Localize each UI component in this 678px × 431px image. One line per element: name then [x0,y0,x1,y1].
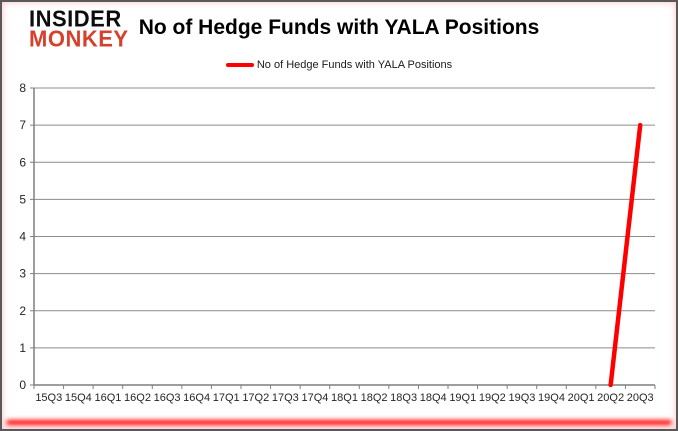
series-line [608,122,643,388]
y-tick-label: 8 [19,81,26,95]
x-tick-label: 19Q2 [479,392,506,404]
x-tick-label: 16Q3 [154,392,181,404]
x-tick-label: 17Q2 [242,392,269,404]
chart-title: No of Hedge Funds with YALA Positions [138,16,540,39]
x-tick-label: 20Q2 [597,392,624,404]
insider-monkey-logo: INSIDER MONKEY [29,5,129,53]
y-tick-label: 2 [19,304,26,318]
y-tick-label: 3 [19,267,26,281]
bottom-red-glow [6,420,672,425]
x-tick-label: 19Q3 [508,392,535,404]
x-tick-label: 17Q1 [213,392,240,404]
legend-label: No of Hedge Funds with YALA Positions [256,59,453,71]
x-tick-label: 16Q2 [124,392,151,404]
x-tick-label: 15Q3 [35,392,62,404]
x-tick-label: 15Q4 [65,392,92,404]
x-tick-label: 17Q4 [301,392,328,404]
y-tick-label: 7 [19,118,26,132]
x-tick-label: 16Q1 [94,392,121,404]
x-tick-label: 19Q4 [538,392,565,404]
y-tick-label: 4 [19,230,26,244]
x-tick-label: 20Q1 [568,392,595,404]
legend-line-swatch [225,63,254,67]
logo-text-monkey: MONKEY [29,25,129,53]
x-tick-label: 20Q3 [627,392,654,404]
x-tick-label: 18Q1 [331,392,358,404]
y-tick-label: 0 [19,378,26,392]
x-tick-label: 16Q4 [183,392,210,404]
y-tick-label: 1 [19,341,26,355]
x-tick-label: 18Q3 [390,392,417,404]
x-tick-label: 18Q2 [361,392,388,404]
y-tick-label: 6 [19,155,26,169]
x-tick-label: 17Q3 [272,392,299,404]
x-tick-label: 19Q1 [449,392,476,404]
logo-text-insider: INSIDER [29,5,122,32]
chart-legend: No of Hedge Funds with YALA Positions [2,59,676,71]
x-tick-label: 18Q4 [420,392,447,404]
y-tick-label: 5 [19,192,26,206]
